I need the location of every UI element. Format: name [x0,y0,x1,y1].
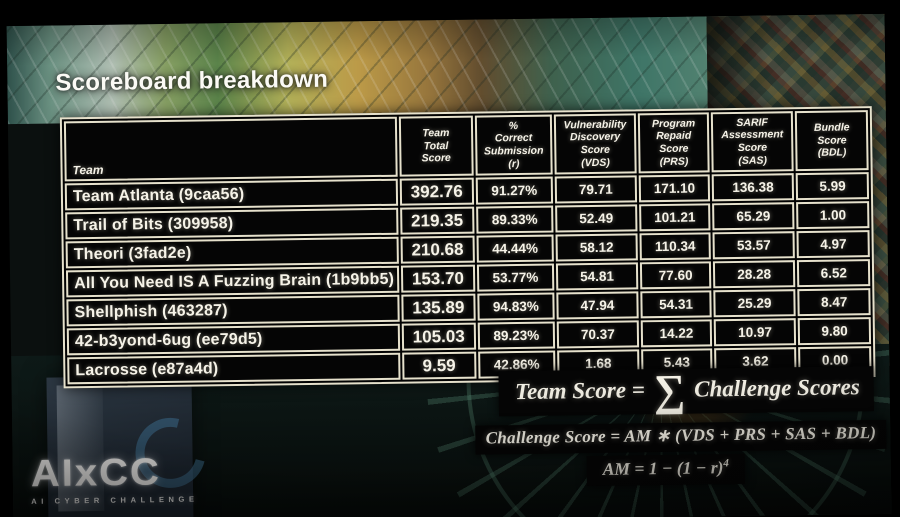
bdl-cell: 9.80 [798,317,872,346]
sas-cell: 28.28 [712,260,796,289]
aixcc-logo-wordmark: AIxCC [30,451,162,495]
prs-cell: 77.60 [640,261,712,290]
prs-cell: 110.34 [639,232,711,261]
page-title: Scoreboard breakdown [55,65,329,97]
sas-cell: 53.57 [712,231,796,260]
vds-cell: 70.37 [556,320,640,349]
vds-cell: 58.12 [555,233,639,262]
total-score-cell: 392.76 [399,177,475,206]
vds-cell: 54.81 [555,262,639,291]
team-name-cell: Theori (3fad2e) [65,236,399,269]
total-score-cell: 219.35 [399,206,475,235]
pct-correct-cell: 53.77% [477,263,554,292]
vds-cell: 79.71 [554,175,638,204]
column-header-team: Team [63,116,398,182]
formula-challenge-score: Challenge Score = AM ∗ (VDS + PRS + SAS … [475,419,887,455]
aixcc-logo: AIxCC AI CYBER CHALLENGE [30,451,199,506]
team-name-cell: Team Atlanta (9caa56) [64,178,398,211]
team-name-cell: Trail of Bits (309958) [65,207,399,240]
bdl-cell: 4.97 [796,230,870,259]
sas-cell: 65.29 [711,202,795,231]
bdl-cell: 8.47 [797,288,871,317]
total-score-cell: 153.70 [400,264,476,293]
vds-cell: 47.94 [555,291,639,320]
formula-team-score: Team Score = ∑ Challenge Scores [498,365,875,417]
total-score-cell: 9.59 [401,351,477,380]
sas-cell: 136.38 [711,173,795,202]
bdl-cell: 1.00 [796,201,870,230]
pct-correct-cell: 89.23% [477,321,555,350]
team-name-cell: All You Need IS A Fuzzing Brain (1b9bb5) [65,265,399,298]
pct-correct-cell: 89.33% [476,205,554,234]
team-name-cell: 42-b3yond-6ug (ee79d5) [66,323,400,356]
sigma-icon: ∑ [653,365,686,416]
team-name-cell: Lacrosse (e87a4d) [67,352,401,385]
column-header-prs: Program Repaid Score (PRS) [638,112,710,174]
bdl-cell: 5.99 [796,172,870,201]
prs-cell: 101.21 [639,203,711,232]
total-score-cell: 105.03 [401,322,477,351]
formula-am-exponent: 4 [723,457,729,470]
prs-cell: 171.10 [638,174,710,203]
column-header-vds: Vulnerability Discovery Score (VDS) [553,113,637,175]
prs-cell: 54.31 [640,290,712,319]
pct-correct-cell: 91.27% [475,176,553,205]
formula-am-base: AM = 1 − (1 − r) [602,457,724,479]
column-header-sas: SARIF Assessment Score (SAS) [710,111,795,173]
team-name-cell: Shellphish (463287) [66,294,400,327]
total-score-cell: 210.68 [400,235,475,264]
bdl-cell: 6.52 [797,259,871,288]
slide: Scoreboard breakdown Team Team Total Sco… [6,13,892,517]
column-header-total-score: Team Total Score [398,115,474,177]
sas-cell: 10.97 [713,318,797,347]
sas-cell: 25.29 [713,289,797,318]
column-header-bdl: Bundle Score (BDL) [795,110,869,172]
pct-correct-cell: 44.44% [476,234,554,263]
vds-cell: 52.49 [554,204,638,233]
formula-accuracy-multiplier: AM = 1 − (1 − r)4 [586,453,746,487]
prs-cell: 14.22 [641,319,712,348]
formula-team-score-lhs: Team Score = [514,376,646,404]
formula-team-score-rhs: Challenge Scores [694,373,860,402]
total-score-cell: 135.89 [400,293,476,322]
scoreboard-table: Team Team Total Score % Correct Submissi… [59,106,876,389]
pct-correct-cell: 94.83% [477,292,555,321]
column-header-pct-correct: % Correct Submission (r) [474,114,553,176]
table-header-row: Team Team Total Score % Correct Submissi… [63,110,869,182]
